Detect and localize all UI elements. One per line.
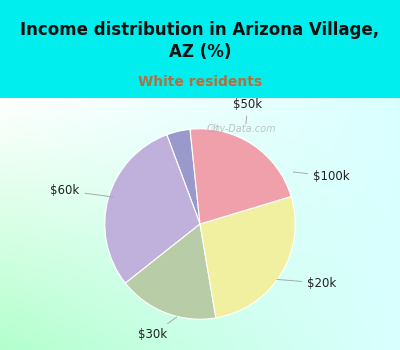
Text: $100k: $100k <box>293 170 350 183</box>
Wedge shape <box>190 129 291 224</box>
Text: Income distribution in Arizona Village,
AZ (%): Income distribution in Arizona Village, … <box>20 21 380 61</box>
Text: $60k: $60k <box>50 184 114 197</box>
Wedge shape <box>105 135 200 283</box>
Wedge shape <box>200 196 295 318</box>
Text: ◎: ◎ <box>210 124 219 134</box>
Text: $20k: $20k <box>277 276 336 289</box>
Text: City-Data.com: City-Data.com <box>206 124 276 134</box>
Wedge shape <box>125 224 216 319</box>
Wedge shape <box>167 129 200 224</box>
Text: $50k: $50k <box>233 98 262 124</box>
Text: White residents: White residents <box>138 75 262 89</box>
Text: $30k: $30k <box>138 317 177 341</box>
